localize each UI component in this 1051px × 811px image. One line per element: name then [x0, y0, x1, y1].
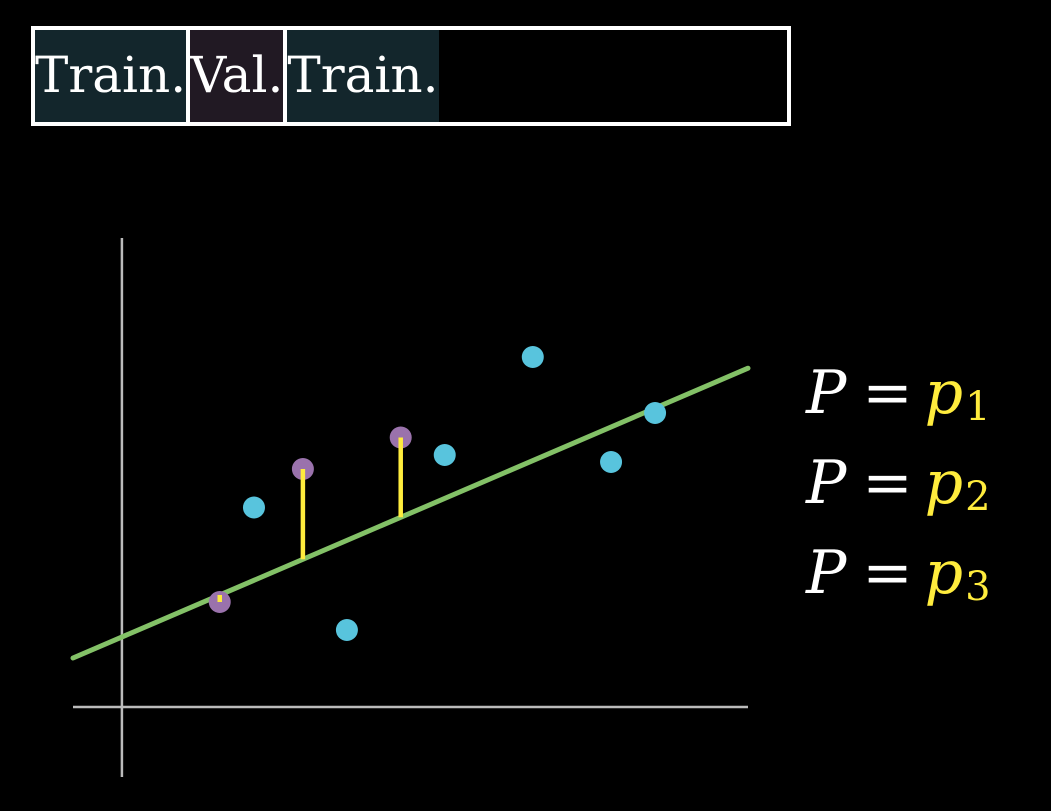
equation-variable: p: [924, 358, 964, 428]
equation-3: P = p 3: [806, 528, 1046, 618]
equation-subscript: 1: [965, 384, 991, 430]
training-point: [600, 451, 623, 473]
fold-label: Train.: [287, 46, 439, 104]
equation-subscript: 2: [965, 474, 991, 520]
training-point: [335, 619, 358, 641]
fold-train-1: Train.: [35, 30, 187, 122]
equation-lhs: P: [806, 358, 847, 428]
equation-subscript: 3: [965, 564, 991, 610]
equation-operator: =: [862, 358, 913, 428]
fold-validation: Val.: [186, 30, 284, 122]
training-point: [644, 402, 667, 424]
equation-lhs: P: [806, 448, 847, 518]
equation-lhs: P: [806, 538, 847, 608]
equation-2: P = p 2: [806, 438, 1046, 528]
fit-line: [70, 365, 751, 661]
equation-operator: =: [862, 448, 913, 518]
training-point: [521, 346, 544, 368]
equation-variable: p: [924, 448, 964, 518]
training-point: [433, 444, 456, 466]
cross-validation-fold-bar: Train. Val. Train.: [31, 26, 791, 126]
fold-label: Val.: [190, 46, 284, 104]
training-point: [242, 496, 265, 519]
equation-1: P = p 1: [806, 348, 1046, 438]
fold-label: Train.: [35, 46, 187, 104]
equation-variable: p: [924, 538, 964, 608]
performance-equations: P = p 1 P = p 2 P = p 3: [806, 348, 1046, 618]
fold-train-2: Train.: [283, 30, 439, 122]
equation-operator: =: [862, 538, 913, 608]
